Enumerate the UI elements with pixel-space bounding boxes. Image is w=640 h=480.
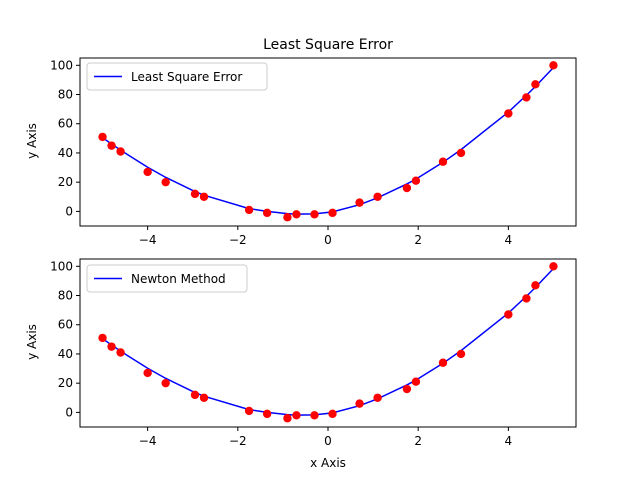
- data-point: [107, 342, 116, 351]
- data-point: [549, 61, 558, 70]
- data-point: [504, 310, 513, 319]
- data-point: [244, 406, 254, 416]
- data-point: [549, 262, 558, 271]
- x-tick-label: −4: [139, 233, 157, 247]
- data-point: [328, 409, 337, 419]
- y-tick-label: 0: [65, 405, 73, 419]
- data-point: [262, 208, 272, 218]
- data-point: [199, 393, 209, 402]
- y-tick-label: 80: [58, 289, 73, 303]
- data-point: [199, 192, 209, 201]
- data-point: [456, 349, 466, 359]
- data-point: [143, 167, 152, 177]
- y-tick-label: 60: [58, 318, 73, 332]
- x-tick-label: −2: [229, 233, 247, 247]
- legend-box: [86, 62, 268, 91]
- data-point: [411, 377, 421, 386]
- y-tick-label: 20: [58, 376, 73, 390]
- data-point: [504, 109, 513, 118]
- data-point: [438, 358, 448, 367]
- data-point: [373, 393, 382, 402]
- y-tick-label: 100: [50, 58, 73, 72]
- legend-entry: Least Square Error: [131, 70, 242, 84]
- chart-title: Least Square Error: [263, 37, 393, 53]
- x-tick-label: 2: [414, 233, 422, 247]
- x-axis-label: x Axis: [310, 456, 346, 470]
- legend-box: [86, 264, 248, 293]
- data-point: [456, 148, 466, 158]
- data-point: [98, 132, 107, 142]
- x-tick-label: 0: [324, 233, 332, 247]
- data-point: [292, 210, 301, 219]
- data-point: [190, 189, 200, 199]
- data-point: [262, 409, 272, 419]
- data-point: [402, 183, 412, 193]
- data-point: [522, 93, 531, 102]
- data-point: [411, 176, 421, 185]
- data-point: [98, 333, 107, 343]
- y-tick-label: 80: [58, 88, 73, 102]
- y-tick-label: 60: [58, 117, 73, 131]
- data-point: [531, 80, 540, 89]
- data-point: [116, 348, 125, 357]
- data-point: [310, 411, 319, 420]
- data-point: [283, 213, 292, 222]
- x-tick-label: 0: [324, 434, 332, 448]
- data-point: [292, 411, 301, 420]
- data-point: [355, 198, 364, 207]
- data-point: [402, 384, 412, 394]
- legend-entry: Newton Method: [131, 272, 226, 286]
- data-point: [143, 368, 152, 378]
- x-tick-label: −2: [229, 434, 247, 448]
- y-tick-label: 20: [58, 175, 73, 189]
- data-point: [244, 205, 254, 215]
- x-tick-label: 4: [505, 233, 513, 247]
- y-axis-label: y Axis: [25, 123, 39, 159]
- data-point: [328, 208, 337, 218]
- data-point: [107, 141, 116, 150]
- y-tick-label: 100: [50, 259, 73, 273]
- y-axis-label: y Axis: [25, 324, 39, 360]
- x-tick-label: 2: [414, 434, 422, 448]
- data-point: [355, 399, 364, 408]
- data-point: [283, 414, 292, 423]
- data-point: [438, 157, 448, 166]
- x-tick-label: −4: [139, 434, 157, 448]
- data-point: [161, 378, 170, 388]
- data-point: [116, 147, 125, 156]
- x-tick-label: 4: [505, 434, 513, 448]
- data-point: [310, 210, 319, 219]
- y-tick-label: 40: [58, 347, 73, 361]
- data-point: [161, 177, 170, 187]
- data-point: [531, 281, 540, 290]
- y-tick-label: 40: [58, 146, 73, 160]
- legend: Newton Method: [86, 264, 248, 293]
- y-tick-label: 0: [65, 204, 73, 218]
- data-point: [522, 294, 531, 303]
- legend: Least Square Error: [86, 62, 268, 91]
- data-point: [190, 390, 200, 400]
- data-point: [373, 192, 382, 201]
